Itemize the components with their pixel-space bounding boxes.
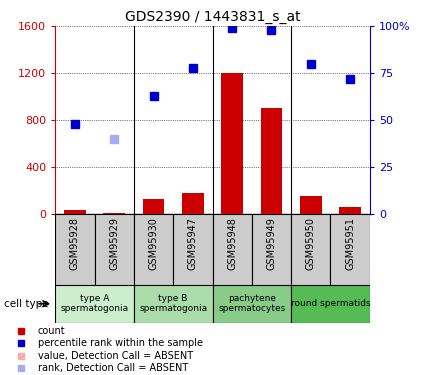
Bar — [55, 285, 134, 322]
Text: GSM95950: GSM95950 — [306, 217, 316, 270]
Bar — [182, 193, 204, 214]
Text: type A
spermatogonia: type A spermatogonia — [60, 294, 129, 314]
Text: GSM95930: GSM95930 — [148, 217, 159, 270]
Text: pachytene
spermatocytes: pachytene spermatocytes — [218, 294, 286, 314]
Bar — [212, 285, 291, 322]
Bar — [252, 214, 291, 285]
Bar — [331, 214, 370, 285]
Bar — [103, 213, 125, 214]
Bar — [55, 214, 94, 285]
Text: round spermatids: round spermatids — [291, 299, 370, 308]
Bar — [221, 73, 243, 214]
Bar — [291, 285, 370, 322]
Text: value, Detection Call = ABSENT: value, Detection Call = ABSENT — [38, 351, 193, 361]
Bar — [261, 108, 282, 214]
Text: rank, Detection Call = ABSENT: rank, Detection Call = ABSENT — [38, 363, 188, 373]
Text: GSM95928: GSM95928 — [70, 217, 80, 270]
Text: type B
spermatogonia: type B spermatogonia — [139, 294, 207, 314]
Bar — [212, 214, 252, 285]
Bar — [339, 207, 361, 214]
Bar — [291, 214, 331, 285]
Bar — [143, 198, 164, 214]
Bar — [64, 210, 86, 214]
Bar — [300, 196, 322, 214]
Text: GSM95951: GSM95951 — [345, 217, 355, 270]
Bar — [134, 285, 212, 322]
Text: count: count — [38, 326, 65, 336]
Text: GSM95929: GSM95929 — [109, 217, 119, 270]
Title: GDS2390 / 1443831_s_at: GDS2390 / 1443831_s_at — [125, 10, 300, 24]
Text: GSM95949: GSM95949 — [266, 217, 277, 270]
Bar — [94, 214, 134, 285]
Bar — [173, 214, 212, 285]
Text: cell type: cell type — [4, 299, 49, 309]
Bar — [134, 214, 173, 285]
Text: GSM95947: GSM95947 — [188, 217, 198, 270]
Text: GSM95948: GSM95948 — [227, 217, 237, 270]
Text: percentile rank within the sample: percentile rank within the sample — [38, 339, 203, 348]
